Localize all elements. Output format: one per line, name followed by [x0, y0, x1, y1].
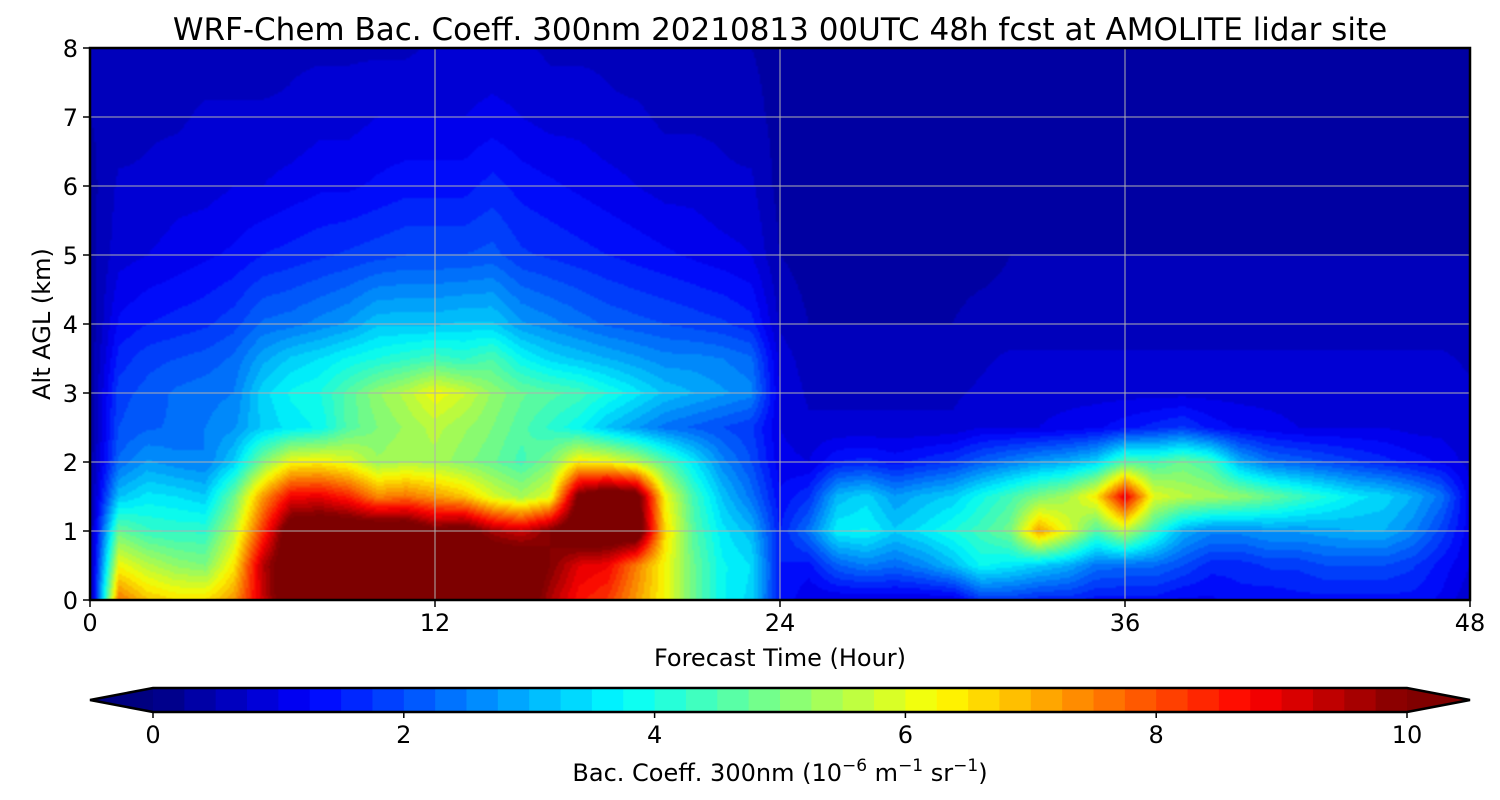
colorbar-level [435, 688, 468, 712]
chart-title: WRF-Chem Bac. Coeff. 300nm 20210813 00UT… [173, 12, 1387, 48]
colorbar-level [1218, 688, 1251, 712]
colorbar-ticks: 0 2 4 6 8 10 [145, 712, 1422, 749]
colorbar-label-suffix: ) [978, 759, 987, 787]
y-tick-label: 6 [63, 173, 78, 201]
colorbar-level [278, 688, 311, 712]
x-tick-label: 24 [765, 609, 796, 637]
colorbar-level [968, 688, 1001, 712]
colorbar-level [717, 688, 750, 712]
x-axis: 0 12 24 36 48 [82, 600, 1485, 637]
colorbar-level [1187, 688, 1220, 712]
colorbar-level [591, 688, 624, 712]
colorbar-tick-label: 0 [145, 721, 160, 749]
colorbar-level [999, 688, 1032, 712]
y-tick-label: 0 [63, 587, 78, 615]
colorbar-level [560, 688, 593, 712]
x-tick-label: 48 [1455, 609, 1486, 637]
colorbar-level [309, 688, 342, 712]
colorbar-label-mid2: sr [923, 759, 953, 787]
colorbar-level [466, 688, 499, 712]
y-tick-label: 8 [63, 35, 78, 63]
colorbar-level [341, 688, 374, 712]
colorbar-tick-label: 6 [898, 721, 913, 749]
colorbar-level [623, 688, 656, 712]
colorbar-level [654, 688, 687, 712]
colorbar-level [1250, 688, 1283, 712]
colorbar-level [215, 688, 248, 712]
colorbar-level [936, 688, 969, 712]
y-tick-label: 5 [63, 242, 78, 270]
colorbar-label-exp2: −1 [898, 756, 923, 776]
colorbar-level [748, 688, 781, 712]
colorbar-label-exp1: −6 [842, 756, 867, 776]
colorbar-label: Bac. Coeff. 300nm (10−6 m−1 sr−1) [572, 756, 987, 787]
y-tick-label: 2 [63, 449, 78, 477]
x-tick-label: 36 [1110, 609, 1141, 637]
y-tick-label: 4 [63, 311, 78, 339]
colorbar-extend-max [1407, 688, 1470, 712]
colorbar-tick-label: 10 [1392, 721, 1423, 749]
colorbar-level [1093, 688, 1126, 712]
y-tick-label: 3 [63, 380, 78, 408]
x-tick-label: 0 [82, 609, 97, 637]
colorbar-tick-label: 8 [1149, 721, 1164, 749]
y-axis: 0 1 2 3 4 5 6 7 8 [63, 35, 90, 615]
plot-area [88, 46, 1472, 602]
colorbar-label-exp3: −1 [953, 756, 978, 776]
colorbar-tick-label: 4 [647, 721, 662, 749]
colorbar-level [1344, 688, 1377, 712]
colorbar-level [153, 688, 185, 712]
colorbar-level [372, 688, 405, 712]
colorbar-level [403, 688, 436, 712]
colorbar-level [1124, 688, 1157, 712]
y-tick-label: 1 [63, 518, 78, 546]
x-tick-label: 12 [420, 609, 451, 637]
y-tick-label: 7 [63, 104, 78, 132]
colorbar-level [497, 688, 530, 712]
colorbar-label-prefix: Bac. Coeff. 300nm (10 [572, 759, 842, 787]
colorbar-level [780, 688, 812, 712]
y-axis-label: Alt AGL (km) [28, 248, 56, 400]
colorbar-level [1281, 688, 1314, 712]
colorbar-tick-label: 2 [396, 721, 411, 749]
colorbar-level [874, 688, 906, 712]
colorbar-level [905, 688, 938, 712]
colorbar-level [1312, 688, 1345, 712]
colorbar-level [842, 688, 875, 712]
colorbar: 0 2 4 6 8 10 Bac. Coeff. 300nm (10−6 m−1 sr−1… [89, 686, 1471, 787]
colorbar-level [685, 688, 718, 712]
colorbar-level [529, 688, 562, 712]
colorbar-level [1030, 688, 1063, 712]
colorbar-label-mid: m [867, 759, 898, 787]
colorbar-level [1156, 688, 1189, 712]
colorbar-level [247, 688, 279, 712]
colorbar-level [1375, 688, 1408, 712]
colorbar-level [811, 688, 844, 712]
x-axis-label: Forecast Time (Hour) [654, 644, 906, 672]
colorbar-level [1062, 688, 1095, 712]
colorbar-extend-min [90, 688, 153, 712]
colorbar-segments [90, 688, 1470, 712]
colorbar-level [184, 688, 217, 712]
